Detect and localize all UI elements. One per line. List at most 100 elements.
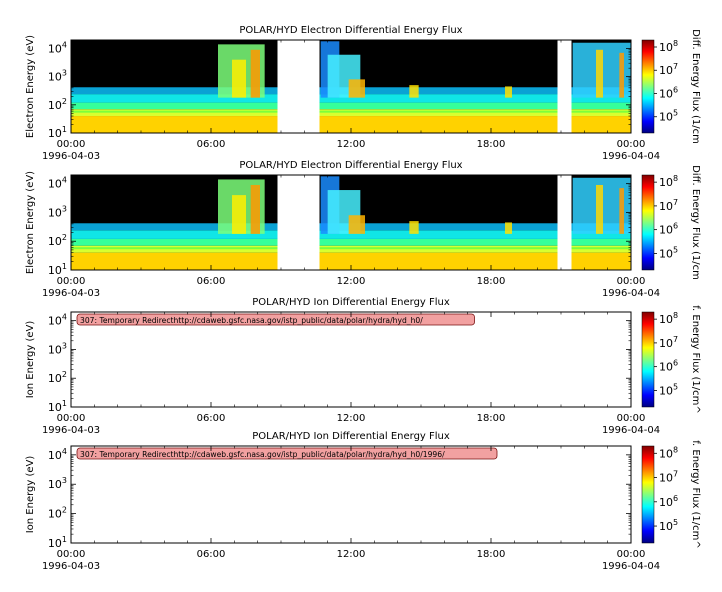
y-tick-label: 102 bbox=[48, 506, 67, 521]
colorbar-tick-label: 105 bbox=[659, 245, 678, 260]
y-tick-label: 102 bbox=[48, 370, 67, 385]
spectrogram-burst bbox=[596, 184, 603, 234]
colorbar-tick-label: 106 bbox=[659, 222, 678, 237]
spectrogram-burst bbox=[409, 85, 419, 98]
x-tick-label: 12:00 bbox=[337, 549, 366, 560]
colorbar-label: f. Energy Flux (1/cm^ bbox=[690, 305, 701, 414]
y-tick-label: 103 bbox=[48, 476, 67, 491]
panel-title: POLAR/HYD Electron Differential Energy F… bbox=[239, 160, 462, 171]
panel-title: POLAR/HYD Ion Differential Energy Flux bbox=[252, 297, 450, 308]
colorbar-tick-label: 108 bbox=[659, 445, 678, 460]
panel-title: POLAR/HYD Ion Differential Energy Flux bbox=[252, 431, 450, 442]
spectrogram-band bbox=[71, 94, 631, 103]
colorbar-tick-label: 108 bbox=[659, 39, 678, 54]
colorbar bbox=[641, 445, 655, 544]
colorbar-tick-label: 107 bbox=[659, 62, 678, 77]
panel-3: POLAR/HYD Ion Differential Energy Flux 30… bbox=[25, 297, 701, 436]
y-tick-label: 101 bbox=[48, 535, 67, 550]
data-gap bbox=[557, 175, 572, 270]
spectrogram-burst bbox=[250, 49, 260, 98]
x-tick-label: 18:00 bbox=[477, 549, 506, 560]
colorbar-tick-label: 105 bbox=[659, 518, 678, 533]
y-tick-label: 102 bbox=[48, 233, 67, 248]
x-tick-label: 18:00 bbox=[477, 276, 506, 287]
y-tick-label: 101 bbox=[48, 125, 67, 140]
x-tick-label: 00:00 bbox=[57, 549, 86, 560]
colorbar-label: f. Energy Flux (1/cm^ bbox=[690, 440, 701, 549]
colorbar-tick-label: 106 bbox=[659, 494, 678, 509]
spectrogram-burst bbox=[505, 86, 512, 98]
colorbar bbox=[641, 311, 655, 408]
x-date-end: 1996-04-04 bbox=[602, 425, 660, 436]
spectrogram-band bbox=[71, 102, 631, 110]
spectrogram-burst bbox=[619, 188, 624, 234]
spectrogram-burst bbox=[505, 222, 512, 234]
x-tick-label: 06:00 bbox=[197, 139, 226, 150]
x-date-end: 1996-04-04 bbox=[602, 561, 660, 572]
x-tick-label: 12:00 bbox=[337, 413, 366, 424]
spectrogram-burst bbox=[409, 221, 419, 234]
plot-area bbox=[71, 312, 631, 407]
panel-title: POLAR/HYD Electron Differential Energy F… bbox=[239, 25, 462, 36]
error-message-box bbox=[76, 313, 475, 326]
x-tick-label: 06:00 bbox=[197, 413, 226, 424]
x-tick-label: 18:00 bbox=[477, 139, 506, 150]
y-tick-label: 104 bbox=[48, 447, 67, 462]
colorbar-tick-label: 106 bbox=[659, 85, 678, 100]
colorbar-tick-label: 107 bbox=[659, 470, 678, 485]
spectrogram-burst bbox=[619, 52, 624, 98]
panel-4: POLAR/HYD Ion Differential Energy Flux 30… bbox=[25, 431, 701, 572]
panel-2: POLAR/HYD Electron Differential Energy F… bbox=[25, 160, 701, 299]
x-tick-label: 00:00 bbox=[617, 413, 646, 424]
colorbar-tick-label: 108 bbox=[659, 174, 678, 189]
spectrogram-burst bbox=[596, 49, 603, 98]
spectrogram-burst bbox=[232, 195, 246, 234]
y-tick-label: 101 bbox=[48, 399, 67, 414]
y-axis-label: Electron Energy (eV) bbox=[25, 35, 36, 138]
y-tick-label: 102 bbox=[48, 97, 67, 112]
colorbar bbox=[641, 174, 655, 271]
data-gap bbox=[277, 40, 320, 133]
x-tick-label: 00:00 bbox=[617, 549, 646, 560]
spectrogram-burst bbox=[348, 79, 365, 98]
spectrogram-line bbox=[71, 110, 631, 113]
colorbar-label: Diff. Energy Flux (1/cm bbox=[690, 165, 701, 280]
y-tick-label: 104 bbox=[48, 176, 67, 191]
colorbar bbox=[641, 39, 655, 134]
data-gap bbox=[277, 175, 320, 270]
spectrogram-band bbox=[71, 238, 631, 246]
spectrogram-line bbox=[71, 247, 631, 250]
y-axis-label: Ion Energy (eV) bbox=[25, 456, 36, 534]
x-date-end: 1996-04-04 bbox=[602, 288, 660, 299]
x-tick-label: 06:00 bbox=[197, 276, 226, 287]
x-date-end: 1996-04-04 bbox=[602, 151, 660, 162]
x-date-start: 1996-04-03 bbox=[42, 151, 100, 162]
y-axis-label: Ion Energy (eV) bbox=[25, 321, 36, 399]
colorbar-tick-label: 108 bbox=[659, 311, 678, 326]
spectrogram-burst bbox=[250, 184, 260, 234]
x-date-start: 1996-04-03 bbox=[42, 425, 100, 436]
data-gap bbox=[557, 40, 572, 133]
panel-1: POLAR/HYD Electron Differential Energy F… bbox=[25, 25, 701, 162]
colorbar-tick-label: 105 bbox=[659, 382, 678, 397]
colorbar-label: Diff. Energy Flux (1/cm bbox=[690, 29, 701, 144]
y-tick-label: 104 bbox=[48, 40, 67, 55]
x-tick-label: 00:00 bbox=[57, 276, 86, 287]
error-message: 307: Temporary Redirecthttp://cdaweb.gsf… bbox=[80, 450, 445, 459]
error-message-box bbox=[76, 447, 498, 460]
y-tick-label: 103 bbox=[48, 341, 67, 356]
x-tick-label: 00:00 bbox=[617, 276, 646, 287]
x-tick-label: 06:00 bbox=[197, 549, 226, 560]
colorbar-tick-label: 106 bbox=[659, 359, 678, 374]
spectrogram-band bbox=[71, 230, 631, 239]
error-message: 307: Temporary Redirecthttp://cdaweb.gsf… bbox=[80, 316, 423, 325]
x-date-start: 1996-04-03 bbox=[42, 288, 100, 299]
colorbar-tick-label: 105 bbox=[659, 109, 678, 124]
y-tick-label: 103 bbox=[48, 204, 67, 219]
plot-area bbox=[71, 446, 631, 543]
y-tick-label: 103 bbox=[48, 69, 67, 84]
x-tick-label: 12:00 bbox=[337, 139, 366, 150]
y-axis-label: Electron Energy (eV) bbox=[25, 171, 36, 274]
x-tick-label: 00:00 bbox=[57, 139, 86, 150]
